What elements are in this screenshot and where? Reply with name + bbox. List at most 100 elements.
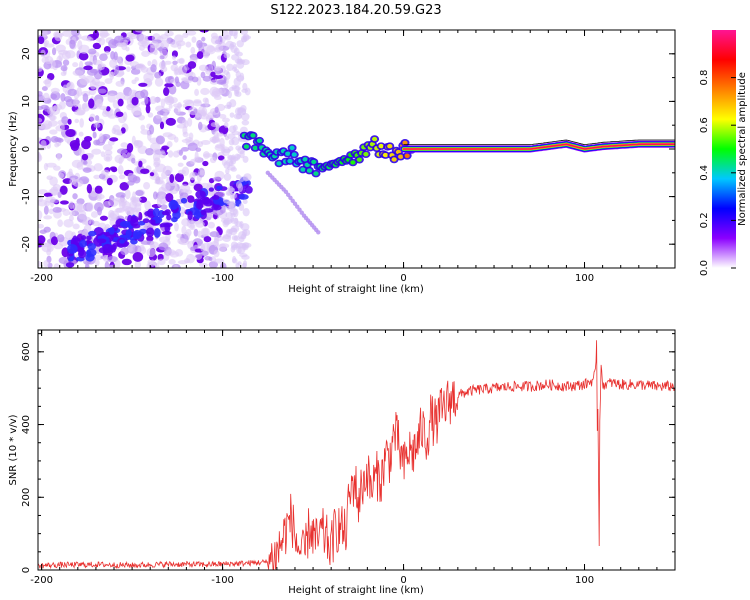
spectrogram-track-core bbox=[369, 141, 376, 147]
spectrogram-noise-blob bbox=[223, 173, 232, 181]
spectrogram-x-tick-label: -100 bbox=[211, 273, 234, 284]
spectrogram-noise-blob bbox=[138, 160, 143, 168]
spectrogram-noise-blob bbox=[117, 165, 124, 175]
spectrogram-noise-blob bbox=[173, 136, 179, 143]
spectrogram-noise-blob bbox=[71, 159, 83, 169]
spectrogram-noise-blob bbox=[216, 226, 222, 232]
spectrogram-noise-blob bbox=[202, 75, 212, 82]
spectrogram-noise-blob bbox=[242, 82, 248, 91]
spectrogram-noise-blob bbox=[182, 131, 189, 138]
spectrogram-noise-blob bbox=[94, 115, 100, 121]
spectrogram-noise-blob bbox=[228, 200, 236, 207]
spectrogram-noise-blob bbox=[72, 70, 84, 76]
spectrogram-noise-blob bbox=[235, 51, 243, 57]
spectrogram-noise-blob bbox=[152, 191, 158, 200]
spectrogram-noise-blob bbox=[225, 168, 230, 175]
spectrogram-noise-blob bbox=[67, 118, 72, 125]
spectrogram-noise-blob bbox=[178, 149, 183, 156]
spectrogram-track-core bbox=[363, 151, 369, 157]
spectrogram-noise-blob bbox=[131, 157, 136, 164]
spectrogram-noise-blob bbox=[164, 83, 174, 88]
spectrogram-noise-blob bbox=[137, 145, 148, 155]
spectrogram-y-tick-label: 10 bbox=[21, 95, 32, 108]
spectrogram-noise-blob bbox=[86, 202, 94, 213]
snr-x-axis-label: Height of straight line (km) bbox=[288, 585, 424, 596]
spectrogram-noise-blob bbox=[105, 106, 111, 112]
spectrogram-noise-blob bbox=[49, 114, 57, 121]
spectrogram-noise-blob bbox=[152, 207, 160, 218]
spectrogram-noise-blob bbox=[186, 195, 195, 203]
spectrogram-noise-blob bbox=[115, 111, 124, 118]
spectrogram-noise-blob bbox=[107, 140, 115, 146]
spectrogram-noise-blob bbox=[88, 98, 95, 109]
spectrogram-noise-blob bbox=[231, 192, 237, 199]
spectrogram-noise-blob bbox=[120, 142, 129, 148]
spectrogram-noise-blob bbox=[146, 247, 156, 258]
spectrogram-noise-blob bbox=[163, 112, 168, 118]
spectrogram-noise-blob bbox=[146, 235, 154, 242]
spectrogram-noise-blob bbox=[85, 253, 95, 262]
spectrogram-track-core bbox=[256, 138, 263, 143]
spectrogram-noise-blob bbox=[65, 262, 75, 268]
spectrogram-noise-blob bbox=[232, 255, 237, 264]
spectrogram-noise-blob bbox=[79, 77, 90, 86]
spectrogram-noise-blob bbox=[121, 41, 128, 51]
spectrogram-noise-blob bbox=[103, 153, 113, 162]
spectrogram-noise-blob bbox=[187, 117, 193, 127]
spectrogram-noise-blob bbox=[100, 151, 106, 158]
spectrogram-noise-blob bbox=[213, 74, 224, 79]
spectrogram-noise-blob bbox=[236, 245, 242, 255]
spectrogram-noise-blob bbox=[108, 38, 119, 49]
spectrogram-noise-blob bbox=[59, 185, 68, 195]
spectrogram-noise-blob bbox=[134, 76, 140, 82]
spectrogram-noise-blob bbox=[153, 157, 161, 166]
spectrogram-track-core bbox=[276, 161, 282, 166]
spectrogram-track-core bbox=[289, 145, 295, 151]
colorbar: 0.0 0.2 0.4 0.6 0.8 Normalized spectral ampl… bbox=[699, 30, 748, 276]
spectrogram-signal-track bbox=[239, 131, 675, 178]
spectrogram-noise-blob bbox=[168, 259, 176, 265]
spectrogram-noise-blob bbox=[196, 51, 204, 60]
spectrogram-noise-blob bbox=[99, 32, 110, 37]
spectrogram-noise-blob bbox=[234, 217, 239, 227]
spectrogram-diagonal-blob bbox=[290, 198, 295, 203]
spectrogram-noise-blob bbox=[55, 44, 66, 53]
spectrogram-noise-blob bbox=[42, 40, 50, 45]
spectrogram-noise-blob bbox=[209, 86, 219, 97]
spectrogram-noise-blob bbox=[238, 194, 249, 200]
snr-frame bbox=[37, 329, 676, 571]
spectrogram-noise-blob bbox=[243, 175, 249, 182]
spectrogram-noise-blob bbox=[229, 112, 235, 118]
spectrogram-noise-blob bbox=[156, 197, 162, 208]
spectrogram-noise-blob bbox=[190, 220, 195, 229]
spectrogram-noise-blob bbox=[189, 171, 196, 181]
spectrogram-noise-blob bbox=[93, 122, 101, 128]
spectrogram-noise-blob bbox=[218, 114, 227, 119]
spectrogram-noise-blob bbox=[168, 103, 173, 109]
snr-plot-area bbox=[38, 330, 675, 570]
spectrogram-noise-blob bbox=[93, 70, 103, 80]
spectrogram-noise-blob bbox=[243, 244, 249, 251]
spectrogram-noise-blob bbox=[43, 106, 50, 112]
spectrogram-noise-blob bbox=[44, 56, 54, 65]
spectrogram-noise-blob bbox=[209, 231, 220, 238]
spectrogram-noise-blob bbox=[81, 139, 91, 150]
spectrogram-noise-blob bbox=[91, 148, 102, 155]
spectrogram-noise-blob bbox=[39, 123, 51, 131]
colorbar-tick-label: 0.8 bbox=[699, 70, 710, 86]
spectrogram-noise-blob bbox=[241, 229, 248, 237]
spectrogram-noise-blob bbox=[64, 96, 72, 103]
spectrogram-noise-blob bbox=[53, 263, 61, 268]
spectrogram-noise-blob bbox=[207, 221, 216, 229]
spectrogram-noise-blob bbox=[154, 71, 162, 79]
colorbar-ticks: 0.0 0.2 0.4 0.6 0.8 bbox=[699, 70, 736, 276]
spectrogram-noise-blob bbox=[83, 135, 93, 142]
spectrogram-noise-blob bbox=[187, 75, 194, 81]
spectrogram-noise-blob bbox=[239, 176, 245, 183]
spectrogram-noise-blob bbox=[54, 142, 60, 148]
spectrogram-noise-blob bbox=[114, 64, 120, 75]
spectrogram-noise-blob bbox=[160, 39, 170, 50]
spectrogram-noise-blob bbox=[50, 87, 60, 94]
spectrogram-noise-blob bbox=[242, 208, 250, 217]
spectrogram-noise-blob bbox=[203, 236, 212, 243]
